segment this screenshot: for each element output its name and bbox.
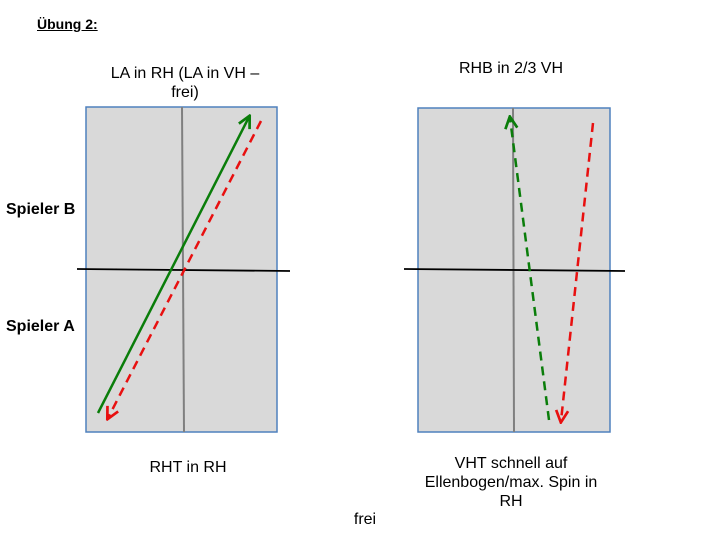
left-red-arrow: [108, 120, 263, 418]
right-table: [403, 107, 626, 433]
right-green-arrow: [510, 118, 551, 421]
footer-note: frei: [353, 511, 377, 528]
player-b-label: Spieler B: [6, 201, 76, 218]
left-green-arrow: [96, 117, 249, 414]
right-table-top-caption: RHB in 2/3 VH: [458, 60, 564, 77]
right-table-net: [403, 268, 626, 272]
right-table-bottom-caption: VHT schnell auf Ellenbogen/max. Spin in …: [424, 455, 598, 510]
right-red-arrow: [561, 122, 595, 421]
left-table-top-caption: LA in RH (LA in VH – frei): [110, 65, 260, 101]
exercise-title: Übung 2:: [37, 16, 98, 32]
left-table-bottom-caption: RHT in RH: [149, 459, 227, 476]
player-a-label: Spieler A: [6, 318, 75, 335]
left-table: [76, 106, 291, 433]
